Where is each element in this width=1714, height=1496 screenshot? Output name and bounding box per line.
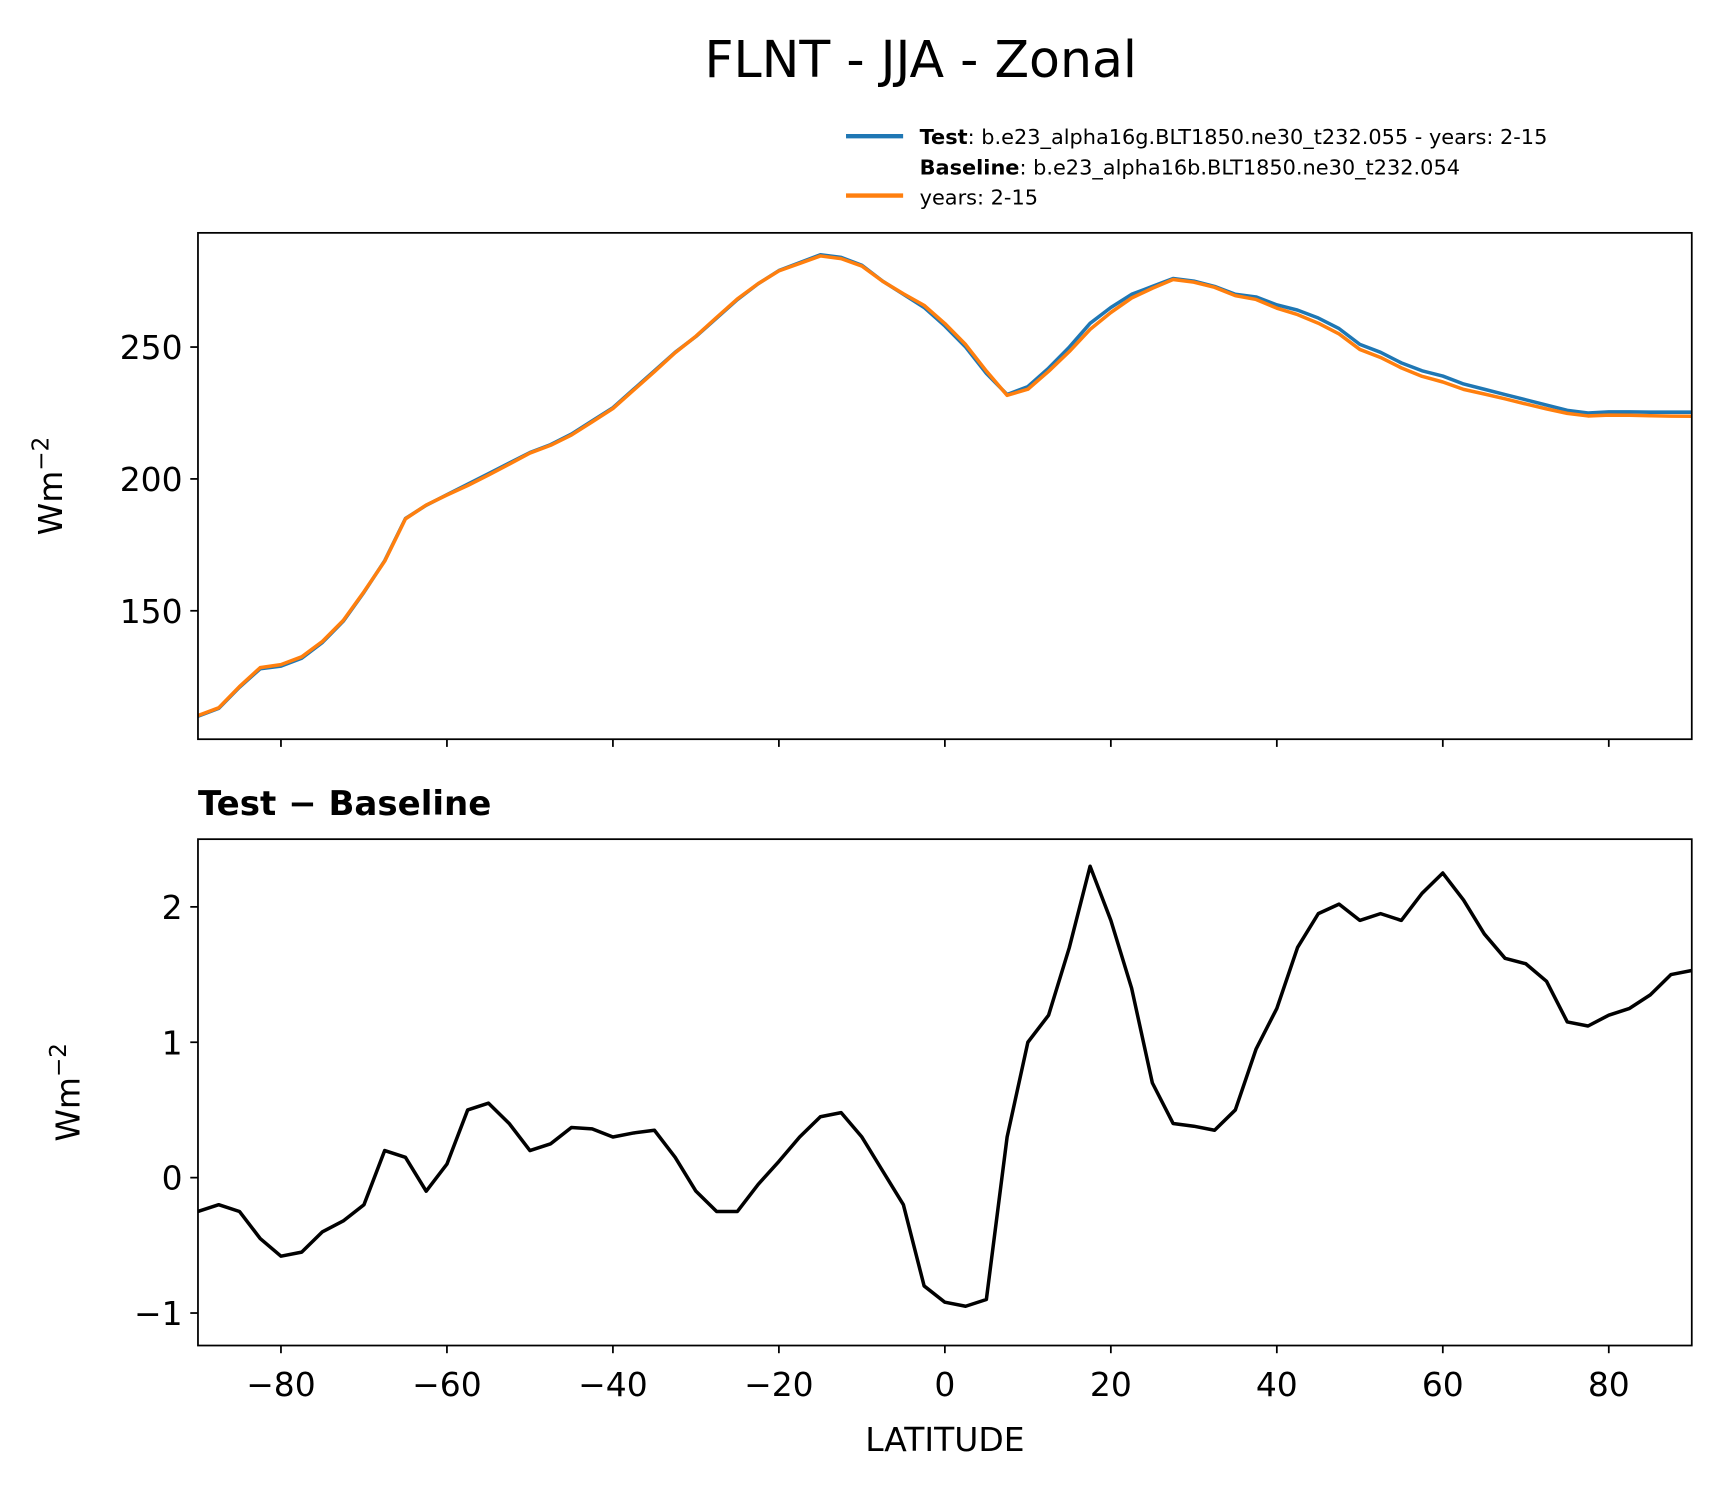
legend-label: Baseline: b.e23_alpha16b.BLT1850.ne30_t2…: [920, 156, 1460, 181]
y-label-exponent: −2: [29, 437, 55, 471]
y-tick-label: 250: [120, 328, 183, 367]
y-tick-label: 150: [120, 592, 183, 631]
y-label-base: Wm: [48, 1077, 87, 1142]
axes-frame: [197, 838, 1693, 1347]
y-tick-label: 0: [162, 1159, 183, 1198]
y-axis-label: Wm−2: [46, 1043, 87, 1142]
figure-title: FLNT - JJA - Zonal: [704, 30, 1137, 89]
legend-name: Test: [920, 125, 968, 149]
data-line: [197, 254, 1692, 718]
legend-description: : b.e23_alpha16g.BLT1850.ne30_t232.055 -…: [968, 125, 1548, 150]
legend-description: : b.e23_alpha16b.BLT1850.ne30_t232.054: [1019, 156, 1460, 181]
x-tick-label: 60: [1422, 1365, 1464, 1404]
x-tick-label: −80: [246, 1365, 316, 1404]
y-label-base: Wm: [31, 471, 70, 536]
axes-title: Test − Baseline: [198, 784, 491, 824]
x-axis-label: LATITUDE: [865, 1420, 1024, 1459]
x-tick-label: 0: [934, 1365, 955, 1404]
axes-frame: [197, 231, 1693, 741]
y-tick-label: 1: [162, 1023, 183, 1062]
x-tick-label: 20: [1090, 1365, 1132, 1404]
y-axis-label: Wm−2: [29, 437, 70, 536]
y-tick-label: 2: [162, 888, 183, 927]
x-tick-label: 40: [1256, 1365, 1298, 1404]
legend-description: years: 2-15: [920, 185, 1038, 209]
y-tick-label: 200: [120, 460, 183, 499]
legend-label: Test: b.e23_alpha16g.BLT1850.ne30_t232.0…: [920, 125, 1548, 150]
x-tick-label: −20: [744, 1365, 814, 1404]
y-label-exponent: −2: [46, 1043, 72, 1077]
x-tick-label: 80: [1588, 1365, 1630, 1404]
x-tick-label: −40: [578, 1365, 648, 1404]
y-tick-label: −1: [134, 1294, 183, 1333]
data-line: [197, 864, 1692, 1309]
x-tick-label: −60: [412, 1365, 482, 1404]
legend-name: Baseline: [920, 156, 1020, 180]
